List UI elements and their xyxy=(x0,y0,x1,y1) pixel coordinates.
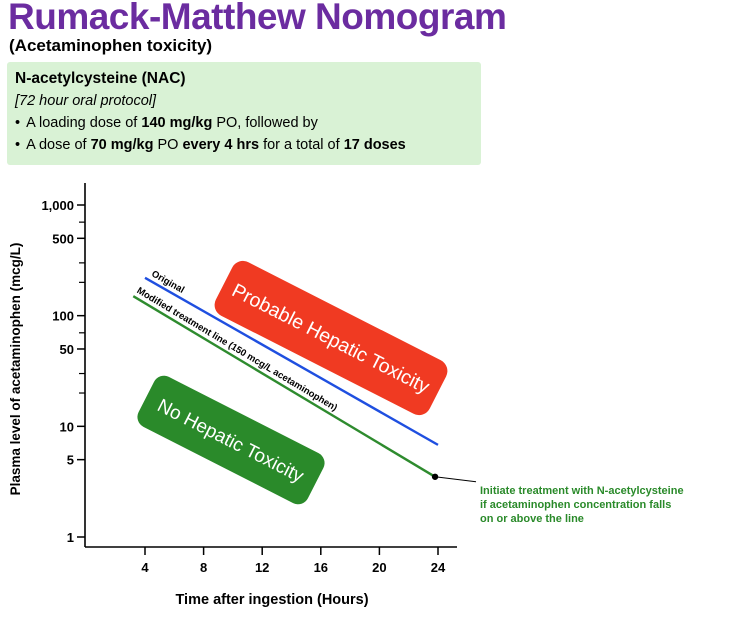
maintenance-dose-route: PO xyxy=(153,137,183,153)
y-tick-label: 500 xyxy=(52,231,74,246)
modified-treatment-line xyxy=(132,295,436,478)
probable-toxicity-label: Probable Hepatic Toxicity xyxy=(228,279,433,398)
annotation-line-2: if acetaminophen concentration falls xyxy=(480,499,671,511)
y-tick-label: 10 xyxy=(60,419,74,434)
nac-protocol-box: N-acetylcysteine (NAC) [72 hour oral pro… xyxy=(7,62,481,165)
maintenance-dose-interval: every 4 hrs xyxy=(182,137,260,153)
x-tick-label: 8 xyxy=(200,560,207,575)
nac-maintenance-dose-line: A dose of 70 mg/kg PO every 4 hrs for a … xyxy=(15,134,481,156)
probable-toxicity-box xyxy=(214,260,448,416)
y-axis-title: Plasma level of acetaminophen (mcg/L) xyxy=(8,243,23,496)
x-axis-ticks: 4 8 12 16 20 24 xyxy=(141,547,446,575)
original-line xyxy=(144,276,439,446)
x-tick-label: 24 xyxy=(431,560,446,575)
region-probable-hepatic-toxicity: Probable Hepatic Toxicity xyxy=(214,260,448,416)
x-axis-title: Time after ingestion (Hours) xyxy=(175,592,368,608)
y-tick-label: 50 xyxy=(60,342,74,357)
x-tick-label: 16 xyxy=(314,560,328,575)
annotation-line-1: Initiate treatment with N-acetylcysteine xyxy=(480,485,684,497)
maintenance-dose-amount: 70 mg/kg xyxy=(90,137,154,153)
loading-dose-amount: 140 mg/kg xyxy=(141,115,213,131)
loading-dose-prefix: A loading dose of xyxy=(26,115,142,131)
page-subtitle: (Acetaminophen toxicity) xyxy=(9,36,213,55)
annotation-line-3: on or above the line xyxy=(480,513,584,525)
maintenance-dose-count: 17 doses xyxy=(343,137,406,153)
nac-title: N-acetylcysteine (NAC) xyxy=(15,70,186,87)
nac-protocol-label: [72 hour oral protocol] xyxy=(15,93,157,109)
x-tick-label: 4 xyxy=(141,560,149,575)
y-tick-label: 5 xyxy=(67,453,74,468)
y-tick-label: 1,000 xyxy=(41,198,74,213)
annotation-leader-line xyxy=(435,476,477,483)
maintenance-dose-connector: for a total of xyxy=(259,137,344,153)
maintenance-dose-prefix: A dose of xyxy=(26,137,91,153)
y-tick-label: 1 xyxy=(67,530,74,545)
nac-loading-dose-line: A loading dose of 140 mg/kg PO, followed… xyxy=(15,112,481,134)
x-tick-label: 12 xyxy=(255,560,269,575)
loading-dose-suffix: PO, followed by xyxy=(212,115,318,131)
x-tick-label: 20 xyxy=(372,560,386,575)
no-toxicity-box xyxy=(137,375,325,505)
y-tick-label: 100 xyxy=(52,309,74,324)
page-title: Rumack-Matthew Nomogram xyxy=(8,0,507,37)
y-axis-ticks: 1,000 500 100 50 10 5 1 xyxy=(41,198,85,545)
